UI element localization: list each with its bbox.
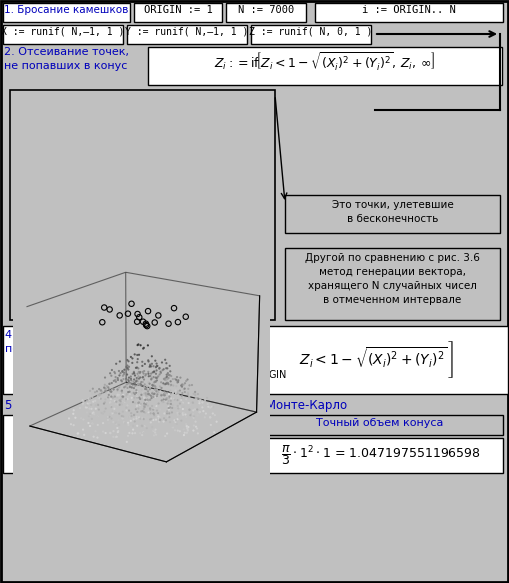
Text: Точный объем конуса: Точный объем конуса	[316, 418, 444, 428]
Text: $n := \left[\,\sum_{i\;=\;\mathrm{ORIGIN}}^{N}\quad Z_i < 1 - \sqrt{(X_i)^2 + (Y: $n := \left[\,\sum_{i\;=\;\mathrm{ORIGIN…	[185, 338, 455, 382]
Text: 1. Бросание камешков: 1. Бросание камешков	[4, 5, 128, 15]
Bar	[226, 3, 306, 22]
Bar	[285, 195, 500, 233]
Text: 2. Отсеивание точек,
не попавших в конус: 2. Отсеивание точек, не попавших в конус	[4, 47, 129, 71]
Bar	[134, 3, 222, 22]
Bar	[251, 25, 371, 44]
Text: i := ORIGIN.. N: i := ORIGIN.. N	[362, 5, 456, 15]
Bar	[3, 326, 508, 394]
Text: Z := runif( N, 0, 1 ): Z := runif( N, 0, 1 )	[249, 27, 373, 37]
Bar	[148, 47, 502, 85]
Bar	[285, 248, 500, 320]
Bar	[3, 25, 123, 44]
Bar	[127, 25, 247, 44]
Text: $\dfrac{\pi}{3}\cdot 1^2\cdot 1$ = 1.047197551196598: $\dfrac{\pi}{3}\cdot 1^2\cdot 1$ = 1.047…	[281, 444, 480, 468]
Bar	[258, 415, 503, 435]
Text: 5. Объем конуса, рассчитанный методом Монте-Карло: 5. Объем конуса, рассчитанный методом Мо…	[5, 399, 347, 412]
Bar	[3, 3, 130, 22]
Bar	[258, 438, 503, 473]
Text: X := runif( N,–1, 1 ): X := runif( N,–1, 1 )	[2, 27, 125, 37]
Text: 4. Подсчет числа точек,
попавших в конус: 4. Подсчет числа точек, попавших в конус	[5, 330, 146, 354]
Text: X, Y, Z: X, Y, Z	[15, 304, 59, 314]
Text: $4\cdot\dfrac{n}{N}$ = 1.021714285714286: $4\cdot\dfrac{n}{N}$ = 1.021714285714286	[20, 432, 197, 456]
Text: Другой по сравнению с рис. 3.6
метод генерации вектора,
хранящего N случайных чи: Другой по сравнению с рис. 3.6 метод ген…	[305, 253, 480, 305]
Text: Это точки, улетевшие
в бесконечность: Это точки, улетевшие в бесконечность	[332, 200, 454, 224]
Bar	[3, 415, 251, 473]
Text: $Z_i := \mathrm{if}\!\left[Z_i < 1 - \sqrt{\left(X_i\right)^2 + \left(Y_i\right): $Z_i := \mathrm{if}\!\left[Z_i < 1 - \sq…	[214, 51, 436, 73]
Text: Y := runif( N,–1, 1 ): Y := runif( N,–1, 1 )	[125, 27, 249, 37]
Text: N := 7000: N := 7000	[238, 5, 294, 15]
Text: ORIGIN := 1: ORIGIN := 1	[144, 5, 212, 15]
Bar	[315, 3, 503, 22]
Bar	[10, 90, 275, 320]
